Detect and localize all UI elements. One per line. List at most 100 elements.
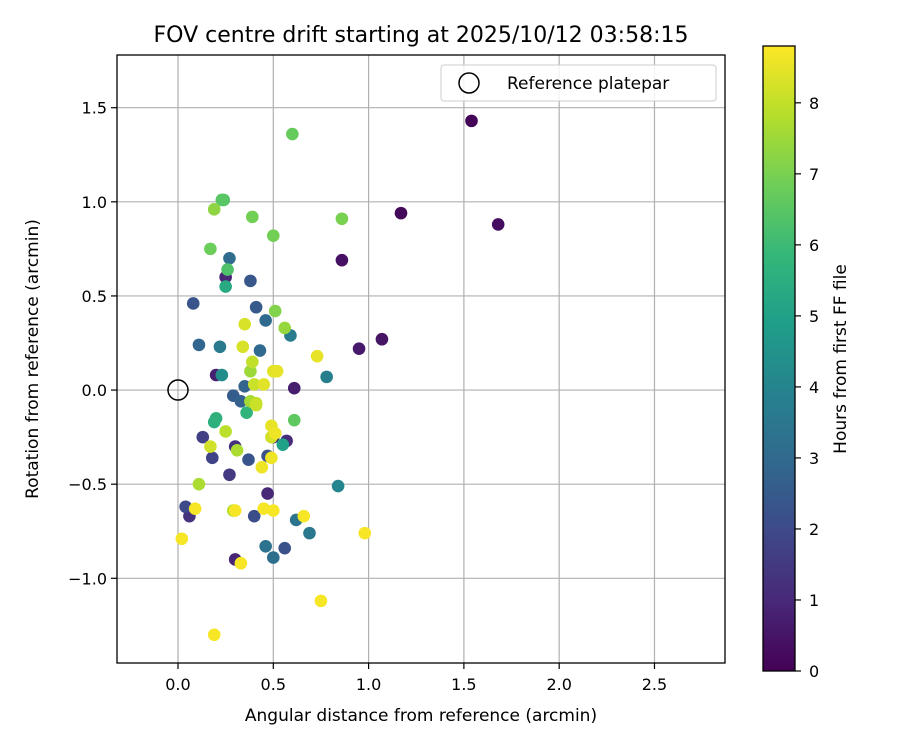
data-point — [287, 381, 301, 395]
data-point — [196, 430, 210, 444]
data-points — [175, 114, 505, 642]
colorbar-tick-label: 6 — [809, 236, 819, 255]
data-point — [375, 332, 389, 346]
data-point — [259, 314, 272, 327]
data-point — [331, 479, 345, 493]
y-tick-label: 1.5 — [82, 99, 107, 118]
data-point — [230, 443, 244, 457]
data-point — [238, 317, 251, 331]
data-point — [192, 338, 206, 352]
data-point — [286, 127, 299, 141]
data-point — [219, 280, 232, 293]
data-point — [257, 378, 271, 391]
y-axis-ticks: −1.0 −0.5 0.0 0.5 1.0 1.5 — [68, 99, 117, 588]
colorbar-tick-label: 7 — [809, 165, 819, 184]
data-point — [303, 526, 316, 540]
x-tick-label: 1.5 — [451, 675, 476, 694]
data-point — [215, 193, 229, 207]
grid-lines — [117, 55, 725, 663]
legend-entry-reference: Reference platepar — [507, 74, 669, 94]
data-point — [179, 500, 192, 514]
data-point — [268, 427, 282, 440]
x-tick-label: 1.0 — [356, 675, 381, 694]
y-tick-label: 0.0 — [82, 381, 107, 400]
data-point — [215, 368, 229, 382]
data-point — [320, 370, 333, 384]
y-tick-label: 1.0 — [82, 193, 107, 212]
data-point — [310, 349, 324, 363]
colorbar-tick-label: 5 — [809, 307, 819, 326]
data-point — [266, 504, 280, 517]
data-point — [247, 509, 261, 523]
data-point — [188, 502, 202, 515]
data-point — [238, 379, 251, 393]
data-point — [276, 438, 290, 451]
colorbar: 0 1 2 3 4 5 6 7 8 Hours from first FF file — [762, 45, 851, 681]
data-point — [205, 451, 219, 465]
data-point — [207, 203, 221, 216]
y-tick-label: −0.5 — [68, 475, 107, 494]
data-point — [261, 487, 274, 500]
colorbar-tick-label: 4 — [809, 378, 819, 397]
data-point — [358, 526, 372, 540]
data-point — [352, 342, 366, 355]
data-point — [192, 477, 206, 491]
legend-marker-icon — [458, 72, 480, 94]
data-point — [491, 218, 505, 231]
data-point — [335, 253, 349, 267]
colorbar-tick-label: 0 — [809, 662, 819, 681]
data-point — [247, 378, 261, 391]
data-point — [314, 594, 328, 608]
data-point — [240, 406, 253, 419]
x-axis-label: Angular distance from reference (arcmin) — [245, 706, 597, 726]
colorbar-tick-label: 3 — [809, 449, 819, 468]
data-point — [236, 340, 250, 354]
data-point — [242, 453, 255, 467]
x-tick-label: 2.5 — [642, 675, 667, 694]
colorbar-tick-label: 1 — [809, 591, 819, 610]
data-point — [265, 451, 278, 465]
x-tick-label: 2.0 — [546, 675, 571, 694]
colorbar-tick-label: 2 — [809, 520, 819, 539]
data-point — [244, 274, 257, 288]
data-point — [249, 398, 263, 412]
data-point — [186, 297, 200, 310]
x-tick-label: 0.5 — [261, 675, 286, 694]
colorbar-tick-label: 8 — [809, 94, 819, 113]
data-point — [249, 300, 263, 314]
colorbar-gradient — [762, 45, 796, 672]
data-point — [266, 551, 280, 564]
data-point — [204, 242, 217, 256]
data-point — [255, 460, 269, 474]
data-point — [268, 304, 282, 318]
data-point — [234, 556, 248, 570]
x-axis-ticks: 0.0 0.5 1.0 1.5 2.0 2.5 — [165, 663, 667, 694]
colorbar-label: Hours from first FF file — [831, 264, 851, 454]
data-point — [257, 502, 271, 515]
data-point — [278, 321, 292, 335]
data-point — [246, 355, 259, 369]
data-point — [278, 541, 292, 555]
data-point — [335, 212, 349, 226]
legend: Reference platepar — [440, 64, 717, 102]
colorbar-ticks: 0 1 2 3 4 5 6 7 8 — [795, 94, 819, 681]
y-tick-label: 0.5 — [82, 287, 107, 306]
chart-title: FOV centre drift starting at 2025/10/12 … — [154, 23, 689, 48]
data-point — [266, 229, 280, 243]
data-point — [246, 210, 259, 224]
data-point — [175, 532, 189, 546]
data-point — [221, 263, 234, 276]
data-point — [465, 114, 478, 128]
data-point — [204, 440, 217, 453]
data-point — [394, 206, 408, 220]
legend-box — [440, 64, 717, 102]
data-point — [228, 504, 242, 517]
x-tick-label: 0.0 — [165, 675, 190, 694]
data-point — [209, 411, 223, 425]
data-point — [219, 425, 232, 438]
reference-marker-group — [167, 379, 189, 401]
data-point — [270, 364, 284, 378]
data-point — [207, 628, 221, 642]
plot-frame — [116, 54, 726, 664]
